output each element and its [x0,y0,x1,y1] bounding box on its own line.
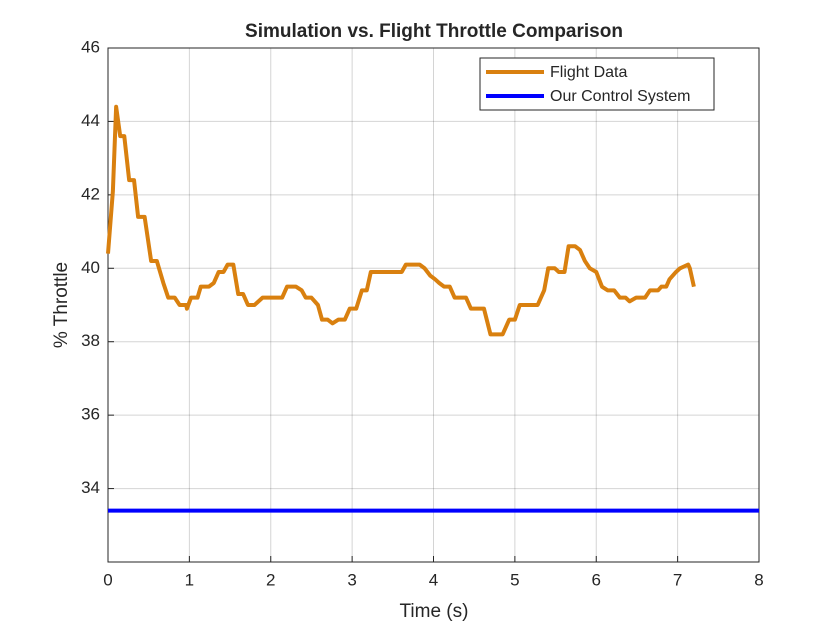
x-tick-label: 7 [673,570,682,589]
x-tick-label: 3 [347,570,356,589]
y-tick-label: 46 [81,37,100,56]
legend-label: Our Control System [550,88,690,105]
y-tick-label: 34 [81,478,100,497]
y-tick-label: 36 [81,405,100,424]
legend-label: Flight Data [550,64,627,81]
x-tick-label: 2 [266,570,275,589]
x-tick-label: 0 [103,570,112,589]
data-line [106,104,696,337]
legend: Flight Data Our Control System [479,57,715,111]
legend-box [479,57,715,111]
x-tick-label: 4 [429,570,438,589]
plot-frame [107,47,760,563]
y-axis-label: % Throttle [51,262,72,348]
x-tick-label: 1 [185,570,194,589]
y-tick-label: 38 [81,331,100,350]
x-tick-label: 5 [510,570,519,589]
x-tick-label: 8 [754,570,763,589]
x-tick-label: 6 [592,570,601,589]
y-tick-label: 44 [81,111,100,130]
chart-title: Simulation vs. Flight Throttle Compariso… [245,21,623,42]
x-axis-label: Time (s) [400,601,469,622]
y-tick-label: 40 [81,258,100,277]
y-tick-label: 42 [81,184,100,203]
